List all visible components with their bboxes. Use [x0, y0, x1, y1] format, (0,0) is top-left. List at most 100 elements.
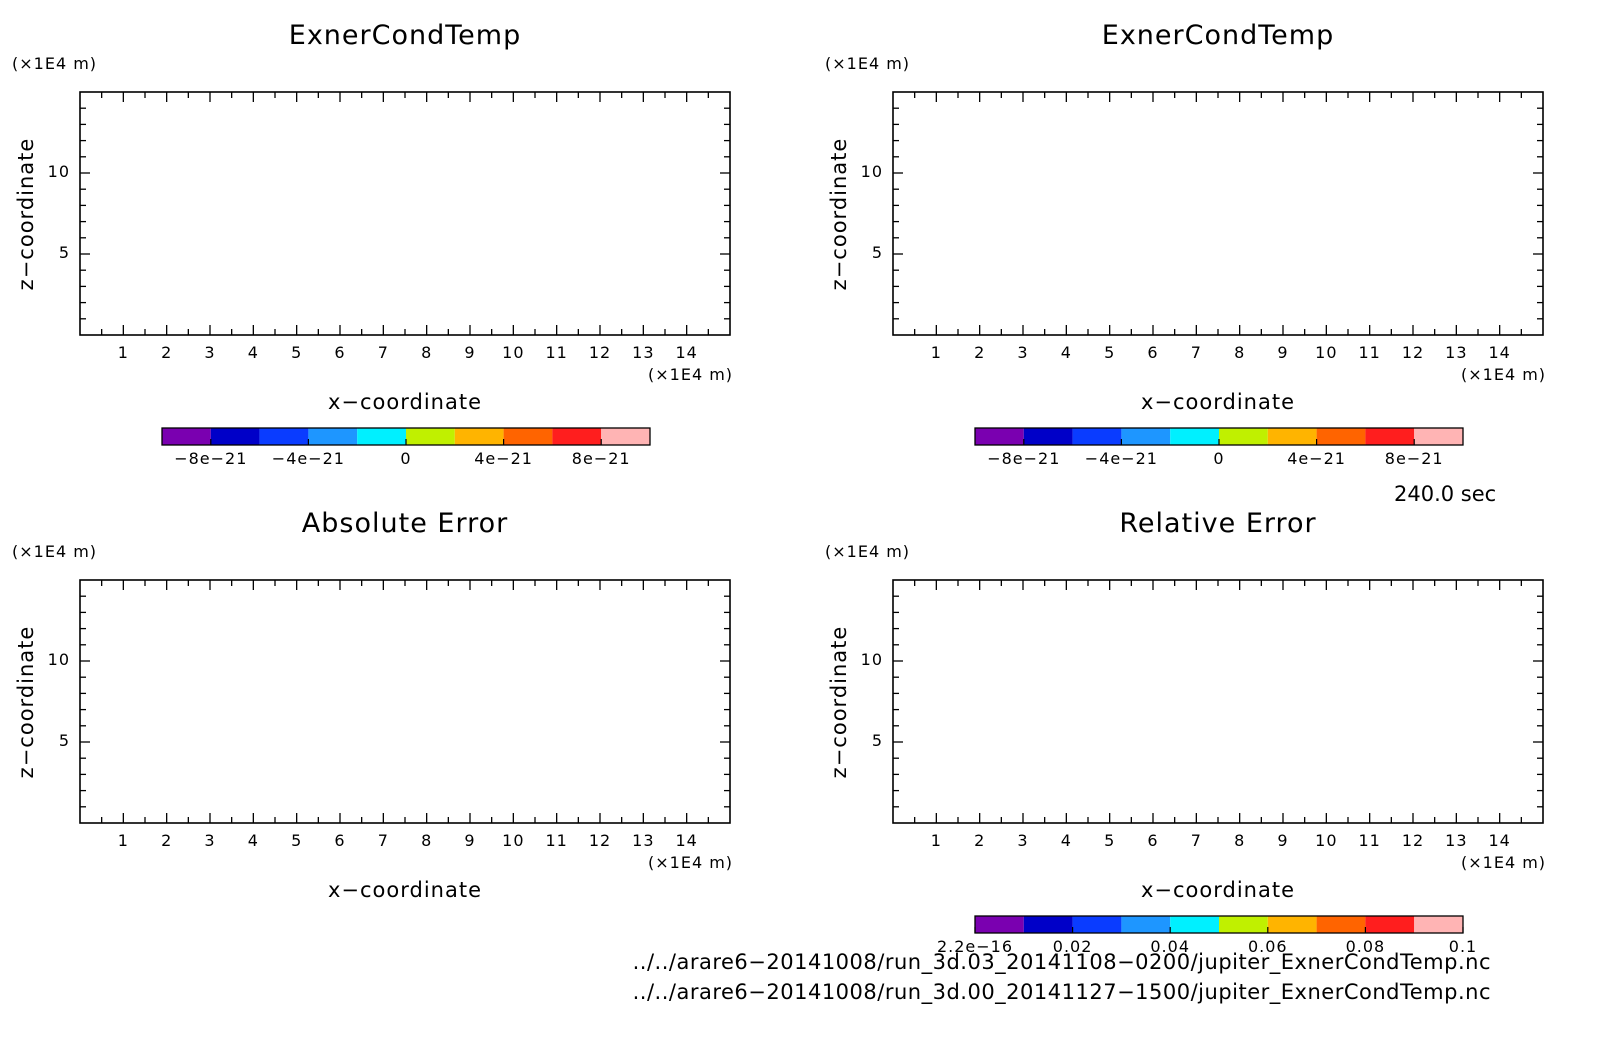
colorbar-swatch	[552, 428, 602, 445]
x-tick-label: 5	[291, 343, 303, 362]
x-tick-label: 14	[675, 831, 698, 850]
x-tick-label: 8	[1234, 343, 1246, 362]
colorbar-swatch	[1316, 916, 1366, 933]
colorbar-swatch	[1316, 428, 1366, 445]
colorbar-swatch	[503, 428, 553, 445]
x-tick-label: 1	[117, 343, 129, 362]
colorbar-swatch	[259, 428, 309, 445]
colorbar-swatch	[1267, 428, 1317, 445]
x-tick-label: 8	[1234, 831, 1246, 850]
file-path-1: ../../arare6−20141008/run_3d.03_20141108…	[632, 950, 1491, 974]
colorbar-tick-label: 0	[1213, 449, 1225, 468]
colorbar-tick-label: 0	[400, 449, 412, 468]
y-tick-label: 5	[58, 731, 70, 750]
colorbar-frame	[974, 915, 1464, 934]
x-tick-label: 3	[1017, 831, 1029, 850]
x-unit-label: (×1E4 m)	[648, 365, 734, 384]
colorbar-swatch	[1072, 916, 1122, 933]
x-tick-label: 3	[1017, 343, 1029, 362]
y-tick-label: 10	[47, 650, 70, 669]
colorbar-swatch	[1365, 916, 1415, 933]
x-tick-label: 9	[464, 343, 476, 362]
y-tick-label: 10	[860, 650, 883, 669]
x-tick-label: 7	[1190, 343, 1202, 362]
x-tick-label: 13	[632, 343, 655, 362]
x-tick-label: 5	[1104, 343, 1116, 362]
y-axis-label: z−coordinate	[14, 137, 38, 290]
x-axis-label: x−coordinate	[327, 878, 483, 902]
colorbar-tick-label: −4e−21	[271, 449, 345, 468]
x-tick-label: 14	[675, 343, 698, 362]
colorbar-tick-label: 0.04	[1150, 937, 1190, 956]
x-tick-label: 11	[1358, 343, 1381, 362]
colorbar-swatch	[1121, 428, 1171, 445]
colorbar-tick-label: 0.1	[1448, 937, 1478, 956]
x-tick-label: 9	[464, 831, 476, 850]
plot-frame	[892, 91, 1544, 336]
plot-frame	[892, 579, 1544, 824]
colorbar-swatch	[1414, 916, 1463, 933]
x-tick-label: 4	[1060, 831, 1072, 850]
x-tick-label: 2	[161, 831, 173, 850]
panel-title: ExnerCondTemp	[1101, 20, 1335, 51]
x-tick-label: 10	[1315, 831, 1338, 850]
y-unit-label: (×1E4 m)	[825, 54, 911, 73]
colorbar-tick-label: −8e−21	[174, 449, 248, 468]
y-tick-label: 5	[871, 243, 883, 262]
x-tick-label: 2	[974, 831, 986, 850]
x-tick-label: 13	[632, 831, 655, 850]
x-axis-label: x−coordinate	[327, 390, 483, 414]
colorbar-swatch	[406, 428, 455, 445]
x-tick-label: 4	[247, 343, 259, 362]
colorbar-swatch	[1023, 916, 1073, 933]
panel-title: ExnerCondTemp	[288, 20, 522, 51]
x-tick-label: 9	[1277, 831, 1289, 850]
colorbar-swatch	[1170, 428, 1219, 445]
x-tick-label: 5	[291, 831, 303, 850]
colorbar-swatch	[975, 428, 1024, 445]
y-axis-label: z−coordinate	[827, 137, 851, 290]
colorbar-swatch	[601, 428, 650, 445]
y-unit-label: (×1E4 m)	[12, 542, 98, 561]
x-tick-label: 8	[421, 831, 433, 850]
colorbar-tick-label: 8e−21	[1384, 449, 1444, 468]
x-tick-label: 14	[1488, 831, 1511, 850]
colorbar-tick-label: 8e−21	[571, 449, 631, 468]
plot-frame	[79, 91, 731, 336]
colorbar-swatch	[1121, 916, 1171, 933]
x-tick-label: 13	[1445, 831, 1468, 850]
colorbar-swatch	[1267, 916, 1317, 933]
x-axis-label: x−coordinate	[1140, 878, 1296, 902]
x-tick-label: 5	[1104, 831, 1116, 850]
x-tick-label: 9	[1277, 343, 1289, 362]
y-unit-label: (×1E4 m)	[825, 542, 911, 561]
y-unit-label: (×1E4 m)	[12, 54, 98, 73]
x-tick-label: 1	[930, 831, 942, 850]
colorbar-swatch	[1219, 916, 1268, 933]
x-tick-label: 14	[1488, 343, 1511, 362]
y-tick-label: 5	[58, 243, 70, 262]
x-tick-label: 13	[1445, 343, 1468, 362]
x-tick-label: 2	[974, 343, 986, 362]
x-tick-label: 11	[1358, 831, 1381, 850]
colorbar-swatch	[1414, 428, 1463, 445]
file-path-2: ../../arare6−20141008/run_3d.00_20141127…	[632, 980, 1491, 1004]
colorbar-tick-label: −8e−21	[987, 449, 1061, 468]
y-axis-label: z−coordinate	[827, 625, 851, 778]
x-unit-label: (×1E4 m)	[1461, 853, 1547, 872]
colorbar-tick-label: 0.08	[1345, 937, 1386, 956]
x-unit-label: (×1E4 m)	[1461, 365, 1547, 384]
x-tick-label: 11	[545, 343, 568, 362]
x-tick-label: 12	[588, 831, 612, 850]
x-tick-label: 6	[1147, 343, 1159, 362]
x-tick-label: 1	[930, 343, 942, 362]
colorbar-swatch	[1219, 428, 1268, 445]
x-tick-label: 7	[1190, 831, 1202, 850]
x-tick-label: 12	[588, 343, 612, 362]
colorbar-tick-label: −4e−21	[1084, 449, 1158, 468]
x-tick-label: 4	[247, 831, 259, 850]
colorbar-swatch	[357, 428, 406, 445]
x-tick-label: 10	[502, 831, 525, 850]
x-tick-label: 6	[334, 831, 346, 850]
